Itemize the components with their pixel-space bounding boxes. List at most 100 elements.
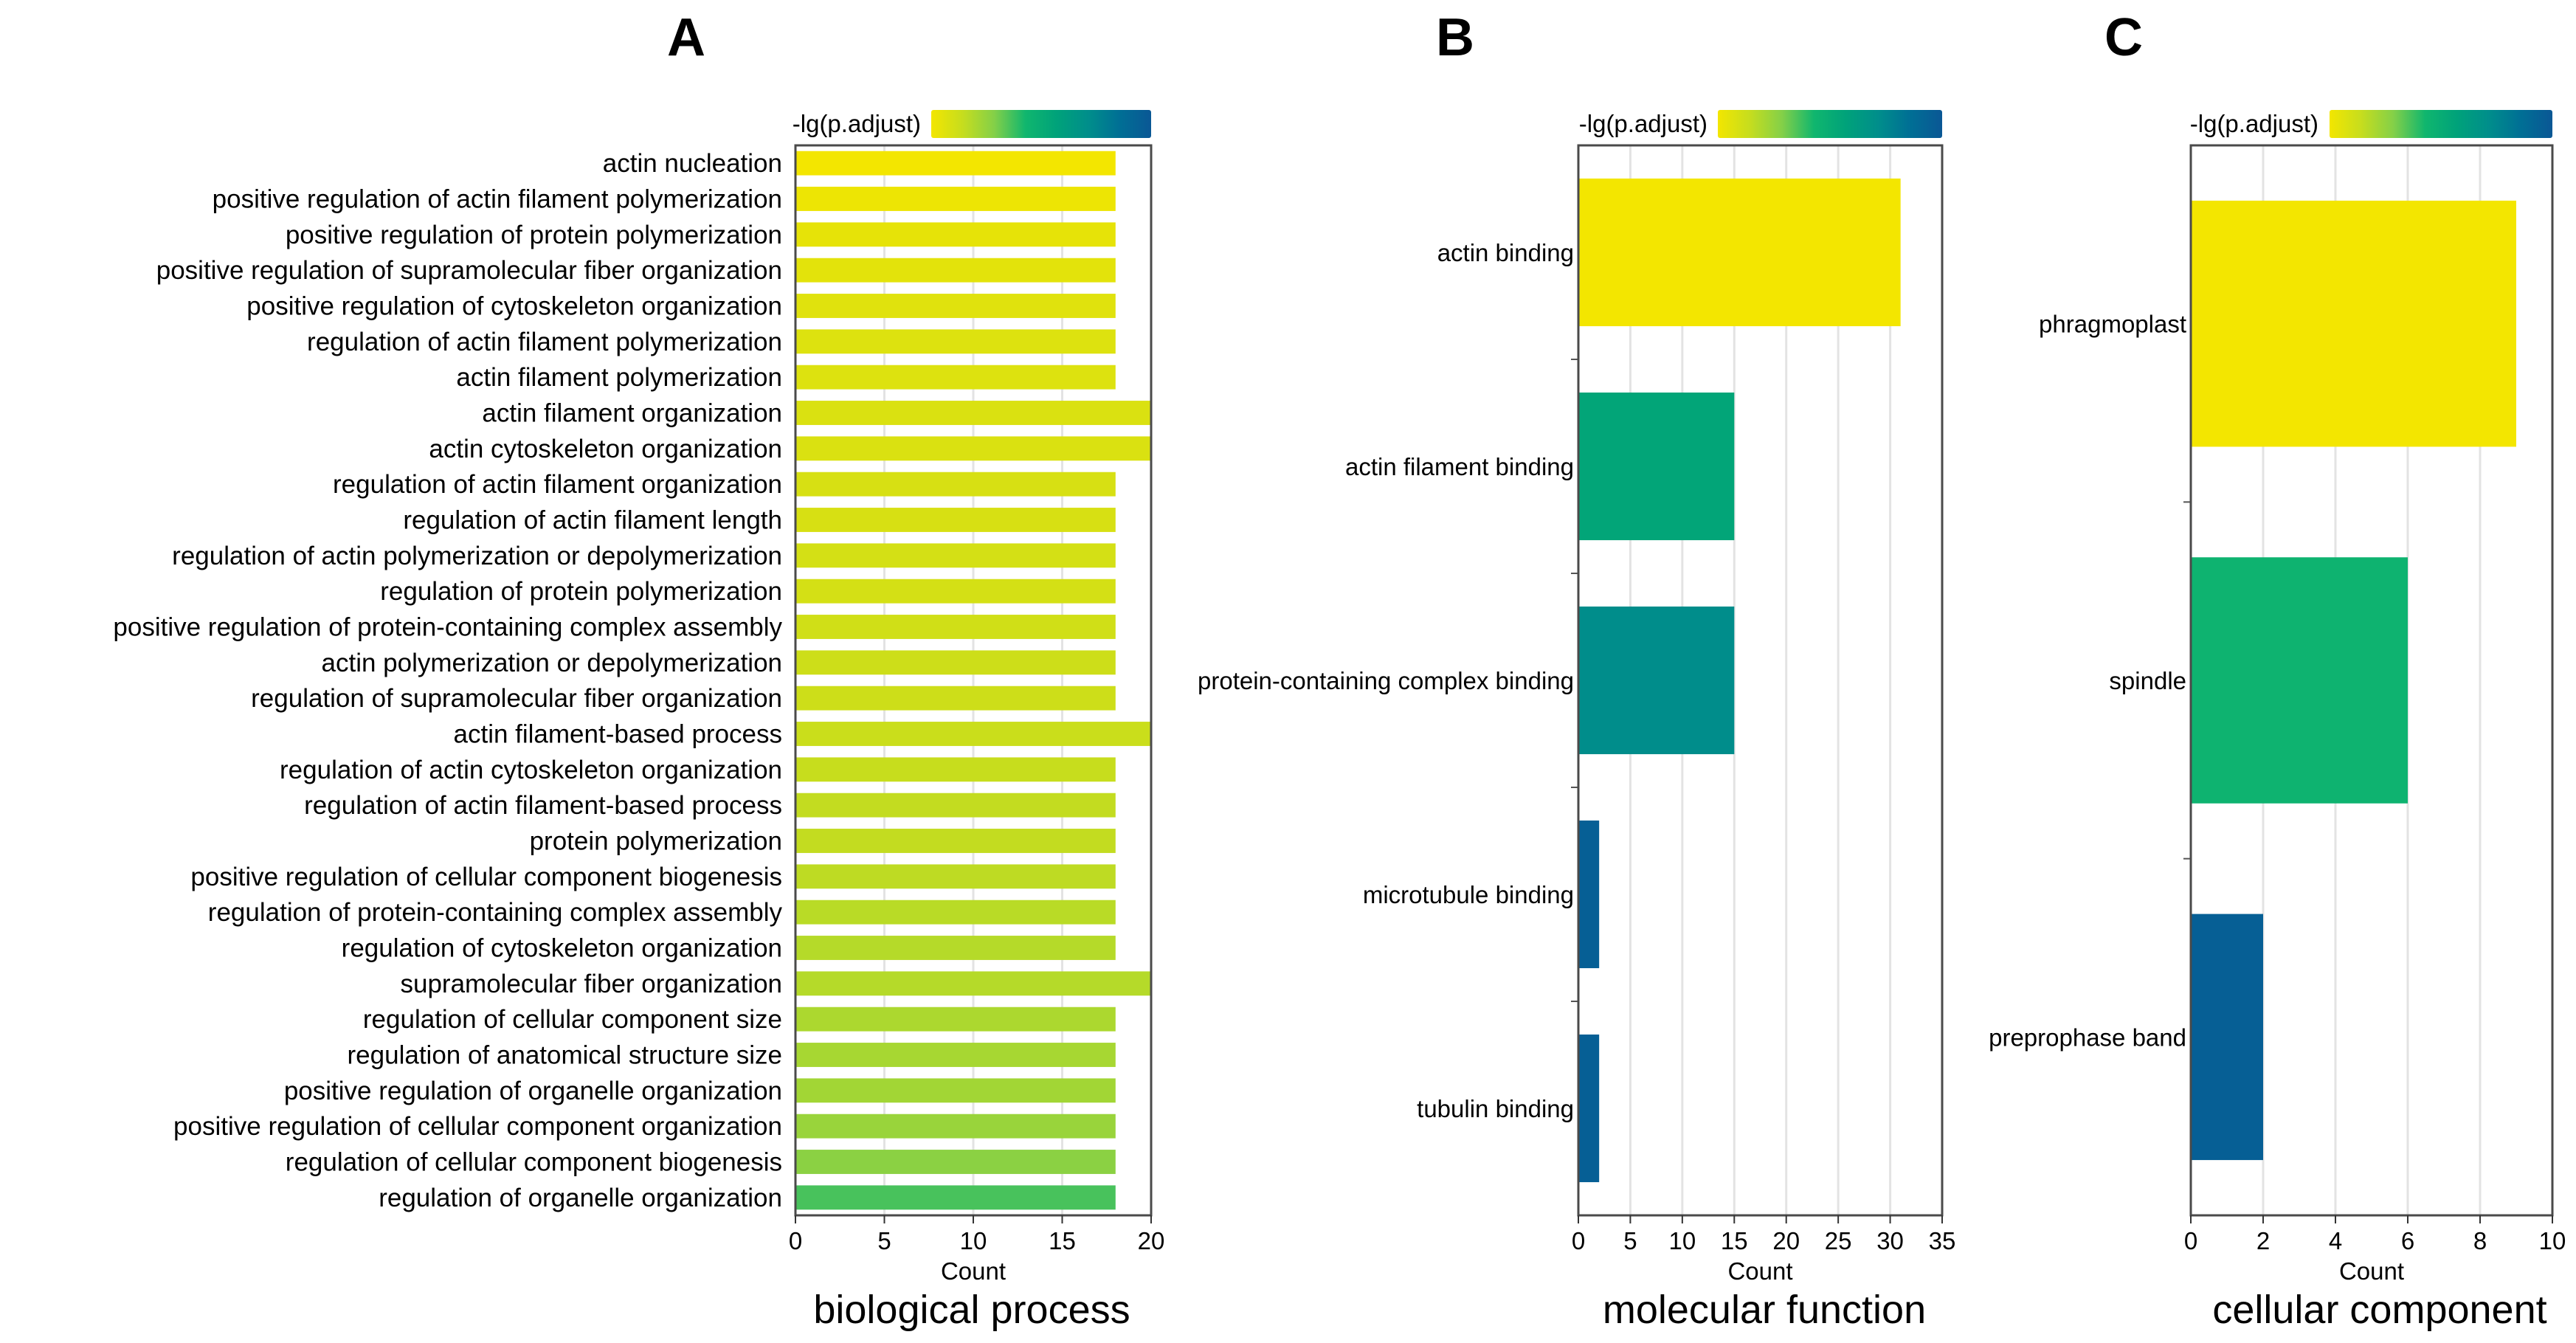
legend-title: -lg(p.adjust) — [1579, 110, 1707, 137]
bar-regulation-of-actin-filament-polymerization — [795, 329, 1116, 354]
category-label: actin polymerization or depolymerization — [322, 649, 782, 677]
bar-positive-regulation-of-protein-polymerization — [795, 222, 1116, 247]
category-label: actin filament binding — [1345, 453, 1574, 480]
x-tick-label: 25 — [1825, 1227, 1852, 1254]
category-label: regulation of anatomical structure size — [348, 1041, 782, 1070]
bar-actin-filament-based-process — [795, 722, 1151, 746]
category-label: regulation of supramolecular fiber organ… — [251, 684, 782, 713]
category-label: actin filament-based process — [454, 720, 783, 749]
bar-microtubule-binding — [1578, 820, 1600, 969]
bar-protein-polymerization — [795, 829, 1116, 853]
category-label: protein polymerization — [530, 827, 782, 856]
category-label: phragmoplast — [2039, 311, 2186, 338]
category-label: regulation of protein polymerization — [380, 577, 782, 606]
x-tick-label: 5 — [877, 1227, 891, 1254]
bar-supramolecular-fiber-organization — [795, 971, 1151, 996]
category-label: positive regulation of cellular componen… — [190, 863, 782, 891]
bar-regulation-of-actin-filament-length — [795, 508, 1116, 532]
category-label: spindle — [2109, 667, 2186, 694]
panel-letter: C — [2104, 8, 2143, 67]
bar-regulation-of-supramolecular-fiber-organization — [795, 686, 1116, 711]
bar-regulation-of-organelle-organization — [795, 1185, 1116, 1210]
panel-subtitle: molecular function — [1603, 1288, 1926, 1332]
bar-preprophase-band — [2191, 914, 2263, 1161]
x-tick-label: 2 — [2256, 1227, 2270, 1254]
x-tick-label: 35 — [1929, 1227, 1956, 1254]
category-label: actin binding — [1437, 239, 1574, 266]
bar-positive-regulation-of-cytoskeleton-organization — [795, 294, 1116, 318]
bar-regulation-of-actin-filament-based-process — [795, 793, 1116, 818]
x-tick-label: 6 — [2401, 1227, 2414, 1254]
category-label: regulation of cytoskeleton organization — [342, 934, 782, 963]
bar-tubulin-binding — [1578, 1034, 1600, 1183]
x-tick-label: 20 — [1772, 1227, 1800, 1254]
category-label: tubulin binding — [1417, 1095, 1574, 1122]
x-tick-label: 20 — [1138, 1227, 1165, 1254]
panel-letter: B — [1436, 8, 1474, 67]
x-axis-title: Count — [941, 1257, 1006, 1285]
panel-subtitle: biological process — [813, 1288, 1130, 1332]
category-label: regulation of actin polymerization or de… — [172, 542, 782, 570]
category-label: regulation of actin filament-based proce… — [304, 791, 782, 820]
legend-colorbar — [931, 110, 1151, 138]
category-label: protein-containing complex binding — [1198, 667, 1574, 694]
bar-regulation-of-actin-filament-organization — [795, 472, 1116, 497]
category-label: regulation of organelle organization — [379, 1184, 782, 1212]
x-tick-label: 4 — [2329, 1227, 2342, 1254]
category-label: regulation of cellular component size — [363, 1005, 782, 1034]
x-tick-label: 5 — [1623, 1227, 1637, 1254]
category-label: regulation of actin filament length — [403, 506, 782, 535]
category-label: supramolecular fiber organization — [401, 970, 783, 998]
category-label: positive regulation of protein polymeriz… — [286, 221, 782, 249]
bar-spindle — [2191, 557, 2408, 804]
category-label: positive regulation of cytoskeleton orga… — [246, 292, 782, 321]
bar-actin-binding — [1578, 178, 1901, 327]
bar-phragmoplast — [2191, 200, 2516, 447]
x-axis-title: Count — [2339, 1257, 2404, 1285]
x-tick-label: 0 — [1572, 1227, 1585, 1254]
bar-actin-cytoskeleton-organization — [795, 436, 1151, 461]
bar-regulation-of-protein-containing-complex-assembly — [795, 900, 1116, 925]
x-tick-label: 30 — [1876, 1227, 1904, 1254]
panel-b-molecular-function: B -lg(p.adjust) actin binding actin filamen… — [1198, 8, 1955, 1332]
category-label: actin filament organization — [482, 399, 782, 428]
legend-title: -lg(p.adjust) — [793, 110, 921, 137]
category-label: positive regulation of cellular componen… — [173, 1112, 782, 1141]
category-label: regulation of actin cytoskeleton organiz… — [280, 756, 782, 784]
bar-actin-filament-binding — [1578, 392, 1735, 541]
x-tick-label: 15 — [1721, 1227, 1748, 1254]
bar-protein-containing-complex-binding — [1578, 606, 1735, 755]
plot-frame — [2189, 144, 2554, 1217]
panel-letter: A — [667, 8, 705, 67]
bar-regulation-of-anatomical-structure-size — [795, 1043, 1116, 1067]
category-label: positive regulation of supramolecular fi… — [156, 256, 782, 285]
category-label: regulation of actin filament polymerizat… — [307, 328, 782, 356]
bar-regulation-of-actin-cytoskeleton-organization — [795, 757, 1116, 782]
panel-a-biological-process: A -lg(p.adjust) actin nucleation positive r… — [113, 8, 1164, 1332]
category-label: preprophase band — [1989, 1023, 2186, 1051]
panel-c-cellular-component: C -lg(p.adjust) phragmoplast spindle preprop… — [1989, 8, 2566, 1332]
category-label: positive regulation of protein-containin… — [113, 613, 782, 642]
legend-colorbar — [2330, 110, 2552, 138]
category-label: positive regulation of actin filament po… — [213, 185, 782, 214]
bar-regulation-of-cellular-component-size — [795, 1007, 1116, 1032]
bar-actin-nucleation — [795, 151, 1116, 176]
bar-positive-regulation-of-cellular-component-organization — [795, 1114, 1116, 1139]
bar-positive-regulation-of-actin-filament-polymerization — [795, 187, 1116, 211]
bar-positive-regulation-of-supramolecular-fiber-organization — [795, 258, 1116, 283]
legend-colorbar — [1718, 110, 1942, 138]
x-tick-label: 8 — [2473, 1227, 2487, 1254]
x-tick-label: 15 — [1049, 1227, 1076, 1254]
bar-regulation-of-cellular-component-biogenesis — [795, 1150, 1116, 1174]
x-tick-label: 10 — [1668, 1227, 1696, 1254]
x-axis-title: Count — [1727, 1257, 1792, 1285]
x-tick-label: 0 — [789, 1227, 802, 1254]
category-label: regulation of actin filament organizatio… — [333, 470, 782, 499]
bar-positive-regulation-of-cellular-component-biogenesis — [795, 864, 1116, 889]
bar-positive-regulation-of-organelle-organization — [795, 1078, 1116, 1103]
bar-actin-filament-organization — [795, 401, 1151, 425]
category-label: regulation of protein-containing complex… — [208, 898, 783, 927]
bar-actin-filament-polymerization — [795, 365, 1116, 390]
legend-title: -lg(p.adjust) — [2190, 110, 2318, 137]
category-label: positive regulation of organelle organiz… — [284, 1077, 782, 1105]
